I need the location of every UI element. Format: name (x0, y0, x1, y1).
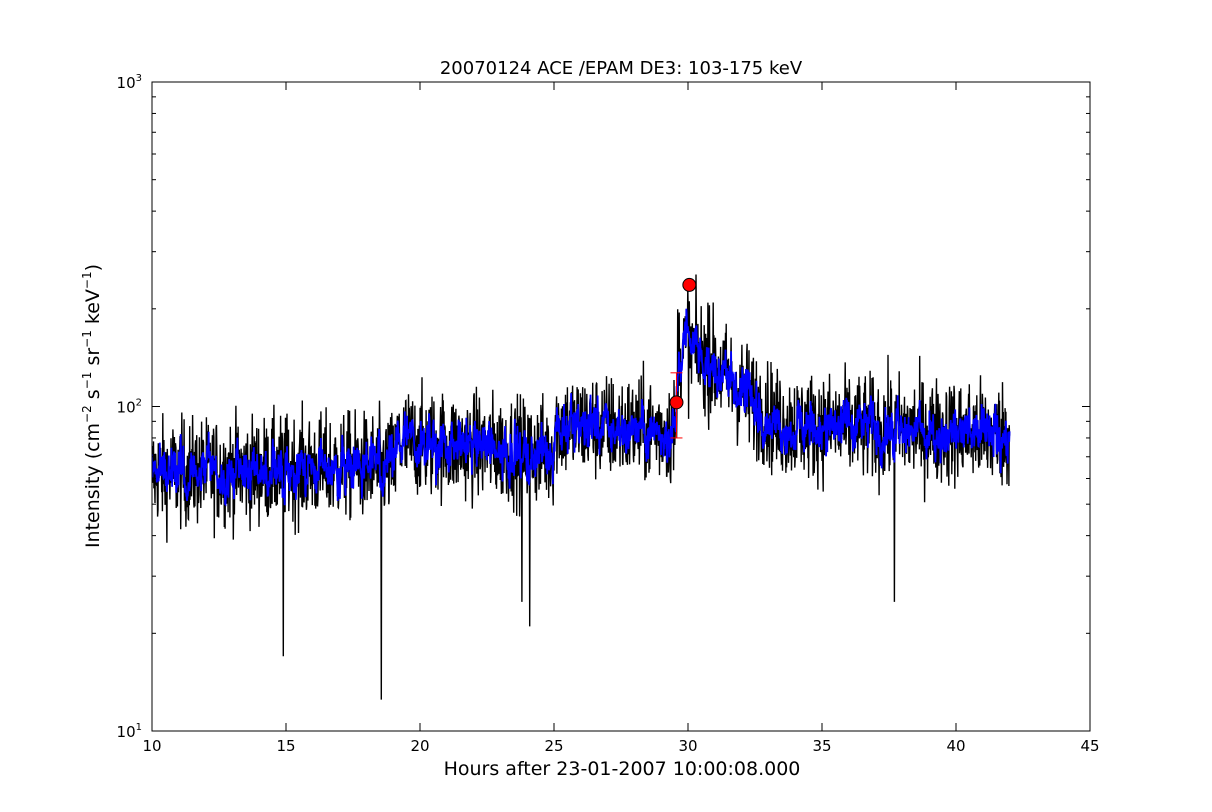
smoothed-intensity-line (152, 308, 1011, 507)
y-tick-label: 101 (117, 722, 142, 741)
chart-title: 20070124 ACE /EPAM DE3: 103-175 keV (440, 58, 803, 79)
axes: 10 15 20 25 30 35 40 45 101 102 103 (117, 73, 1100, 755)
plot-area (152, 274, 1011, 700)
x-tick-label: 30 (678, 737, 697, 755)
event-marker (669, 395, 684, 410)
x-tick-label: 40 (946, 737, 965, 755)
x-tick-label: 15 (276, 737, 295, 755)
x-axis-label: Hours after 23-01-2007 10:00:08.000 (444, 758, 801, 780)
x-tick-label: 45 (1080, 737, 1099, 755)
y-tick-label: 103 (117, 73, 142, 92)
x-tick-label: 20 (410, 737, 429, 755)
y-axis-label: Intensity (cm−2 s−1 sr−1 keV−1) (80, 264, 104, 548)
x-tick-label: 10 (142, 737, 161, 755)
y-tick-label: 102 (117, 398, 142, 417)
x-tick-label: 25 (544, 737, 563, 755)
x-tick-label: 35 (812, 737, 831, 755)
event-marker (682, 277, 697, 292)
